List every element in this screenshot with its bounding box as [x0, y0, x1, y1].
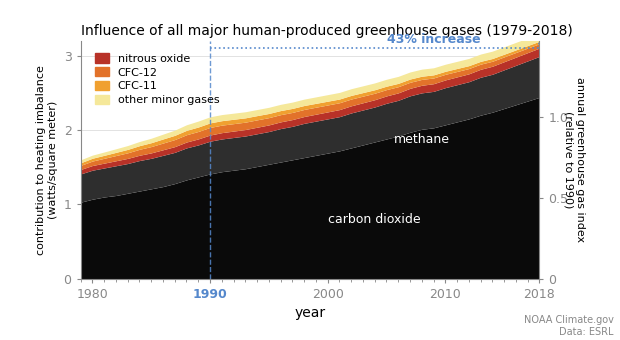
Text: Influence of all major human-produced greenhouse gases (1979-2018): Influence of all major human-produced gr…	[81, 24, 572, 38]
X-axis label: year: year	[294, 306, 326, 320]
Y-axis label: annual greenhouse gas index
(relative to 1990): annual greenhouse gas index (relative to…	[564, 77, 585, 242]
Y-axis label: contribution to heating imbalance
(watts/square meter): contribution to heating imbalance (watts…	[37, 65, 58, 255]
Text: methane: methane	[394, 133, 450, 146]
Legend: nitrous oxide, CFC-12, CFC-11, other minor gases: nitrous oxide, CFC-12, CFC-11, other min…	[95, 53, 219, 105]
Text: 43% increase: 43% increase	[387, 33, 480, 46]
Text: NOAA Climate.gov
Data: ESRL: NOAA Climate.gov Data: ESRL	[524, 315, 614, 337]
Text: carbon dioxide: carbon dioxide	[329, 213, 421, 226]
